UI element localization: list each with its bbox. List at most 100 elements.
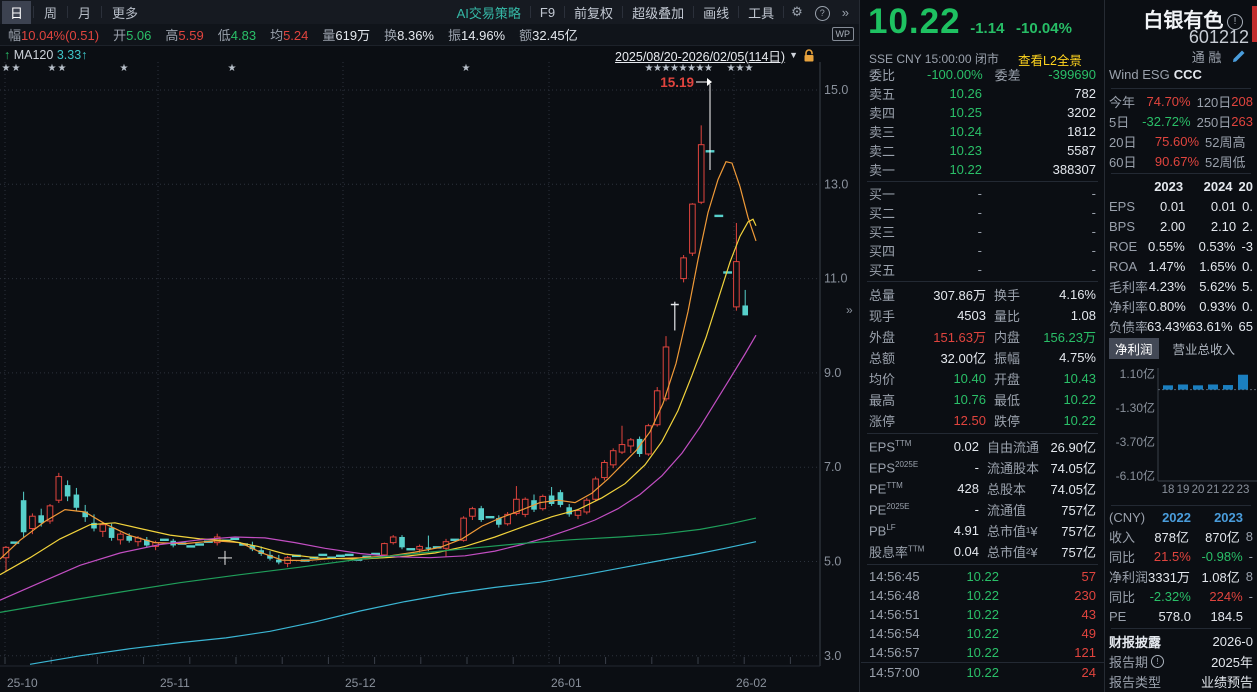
bid-label: 买五: [869, 263, 896, 278]
period-tabs: 日周 月 更多: [0, 0, 148, 24]
unlock-icon[interactable]: [802, 48, 816, 63]
fin-value: 0.93%: [1199, 298, 1237, 314]
menu-item-0[interactable]: AI交易策略: [456, 5, 521, 21]
col-header: 2023: [1214, 509, 1243, 525]
svg-text:25-10: 25-10: [7, 676, 38, 690]
stat-label: 振: [448, 28, 462, 43]
cny-value: 1.08亿: [1201, 569, 1240, 585]
val-label2: 总市值¹¥: [987, 524, 1038, 539]
ask-row-3[interactable]: 卖三 10.24 1812: [861, 122, 1104, 141]
ask-label: 卖一: [869, 163, 896, 178]
stat-row-2: 外盘 151.63万 内盘 156.23万: [861, 326, 1104, 347]
perf-row-2: 20日 75.60% 52周高: [1105, 131, 1257, 151]
stat-value: 4.83: [230, 28, 257, 43]
esg-label: Wind ESG: [1109, 66, 1170, 82]
tab-period-2[interactable]: 月: [78, 5, 92, 21]
stat-label: 均: [270, 28, 284, 43]
esg-row: Wind ESG CCC: [1105, 62, 1257, 86]
cny-value: 870亿: [1205, 529, 1240, 545]
gear-icon[interactable]: ⚙: [791, 4, 803, 19]
ma-line-MA10: [0, 218, 757, 576]
info-icon[interactable]: !: [1227, 14, 1243, 30]
svg-text:15.0: 15.0: [824, 83, 848, 97]
stats-row: WP 幅10.04%(0.51) 开5.06 高5.59 低4.83 均5.24 量619…: [0, 24, 860, 46]
menu-item-3[interactable]: 超级叠加: [632, 5, 685, 21]
wp-badge: WP: [831, 27, 854, 41]
stat-item-7: 振14.96%: [448, 25, 505, 44]
chart-subheader: ↑ MA120 3.33↑ 2025/08/20-2026/02/05(114日…: [0, 47, 856, 64]
l2-link[interactable]: 查看L2全景: [1018, 54, 1082, 68]
stat-label2: 振幅: [994, 351, 1021, 366]
ask-price: 10.23: [949, 143, 982, 158]
menu-item-5[interactable]: 工具: [748, 5, 775, 21]
info-icon[interactable]: !: [1151, 654, 1165, 668]
divider: [738, 6, 740, 18]
stat-item-3: 低4.83: [218, 25, 256, 44]
menu-item-2[interactable]: 前复权: [574, 5, 614, 21]
svg-text:7.0: 7.0: [824, 460, 841, 474]
help-icon[interactable]: ?: [810, 2, 835, 23]
bid-row-5[interactable]: 买五 - -: [861, 260, 1104, 279]
panel-collapse-arrow[interactable]: »: [846, 303, 853, 317]
fin-label: 净利率: [1109, 299, 1149, 315]
margin-tags: 通 融: [1191, 50, 1222, 65]
date-range-selector[interactable]: 2025/08/20-2026/02/05(114日): [615, 49, 786, 64]
flag-marker: [1252, 6, 1257, 42]
tick-price: 10.22: [966, 607, 999, 622]
cny-value: 878亿: [1154, 529, 1190, 545]
stat-label: 量: [322, 28, 336, 43]
superscript: 2025E: [895, 459, 919, 469]
bid-row-2[interactable]: 买二 - -: [861, 203, 1104, 222]
val-value2: 757亿: [1061, 524, 1096, 539]
svg-text:★: ★: [745, 63, 754, 74]
cny-row-3: 同比 -2.32% 224% -: [1105, 586, 1257, 606]
fin-row-4: 毛利率 4.23% 5.62% 5.: [1105, 276, 1257, 296]
tick-time: 14:56:51: [869, 607, 920, 622]
candlestick-chart[interactable]: 15.0 13.0 11.0 9.0 7.0 5.0 3.0 25-10 25-11 25-12 2…: [0, 46, 860, 692]
ask-price: 10.22: [949, 162, 982, 177]
tick-row-3: 14:56:54 10.22 49: [861, 624, 1104, 643]
tab-营业总收入[interactable]: 营业总收入: [1172, 342, 1236, 357]
tab-净利润[interactable]: 净利润: [1109, 337, 1159, 359]
pencil-icon[interactable]: [1233, 50, 1245, 62]
disclosure-value: 2026-0: [1212, 633, 1253, 649]
chevron-down-icon[interactable]: ▼: [789, 50, 798, 60]
tick-price: 10.22: [966, 569, 999, 584]
menu-item-1[interactable]: F9: [539, 4, 556, 20]
ask-volume: 3202: [1067, 105, 1096, 120]
tab-period-0[interactable]: 日: [2, 0, 32, 24]
cny-value: 578.0: [1158, 608, 1191, 624]
ask-row-1[interactable]: 卖一 10.22 388307: [861, 160, 1104, 179]
valuation-row-2: PETTM 428 总股本 74.05亿: [861, 478, 1104, 499]
perf-label: 5日: [1109, 114, 1130, 130]
fin-label: ROA: [1109, 258, 1138, 274]
more-icon[interactable]: »: [841, 4, 849, 20]
tab-period-3[interactable]: 更多: [112, 5, 139, 21]
bid-row-3[interactable]: 买三 - -: [861, 222, 1104, 241]
ask-row-4[interactable]: 卖四 10.25 3202: [861, 103, 1104, 122]
bid-row-1[interactable]: 买一 - -: [861, 184, 1104, 203]
ma-arrow: ↑: [4, 48, 11, 62]
cny-value-clipped: 8: [1245, 528, 1253, 544]
perf-value: -32.72%: [1142, 113, 1191, 129]
menu-item-4[interactable]: 画线: [703, 5, 730, 21]
fin-value: 2.00: [1159, 218, 1186, 234]
bid-row-4[interactable]: 买四 - -: [861, 241, 1104, 260]
ask-row-5[interactable]: 卖五 10.26 782: [861, 84, 1104, 103]
tab-period-1[interactable]: 周: [44, 5, 58, 21]
disclosure-label: 报告期!: [1109, 652, 1165, 671]
toolbar: 日周 月 更多 AI交易策略 F9 前复权 超级叠加 画线 工具 ⚙? »: [0, 0, 860, 25]
cny-row-2: 净利润 3331万 1.08亿 8: [1105, 566, 1257, 586]
divider: [859, 0, 860, 692]
divider: [529, 6, 531, 18]
stat-value: 10.40: [953, 371, 986, 386]
val-value: -: [974, 460, 979, 475]
ask-row-2[interactable]: 卖二 10.23 5587: [861, 141, 1104, 160]
cny-label: 净利润: [1109, 569, 1149, 585]
val-label2: 总股本: [987, 482, 1027, 497]
svg-text:★: ★: [696, 63, 705, 74]
val-value2: 757亿: [1061, 503, 1096, 518]
stat-item-1: 开5.06: [113, 25, 151, 44]
tick-row-2: 14:56:51 10.22 43: [861, 605, 1104, 624]
tick-volume: 49: [1081, 626, 1096, 641]
